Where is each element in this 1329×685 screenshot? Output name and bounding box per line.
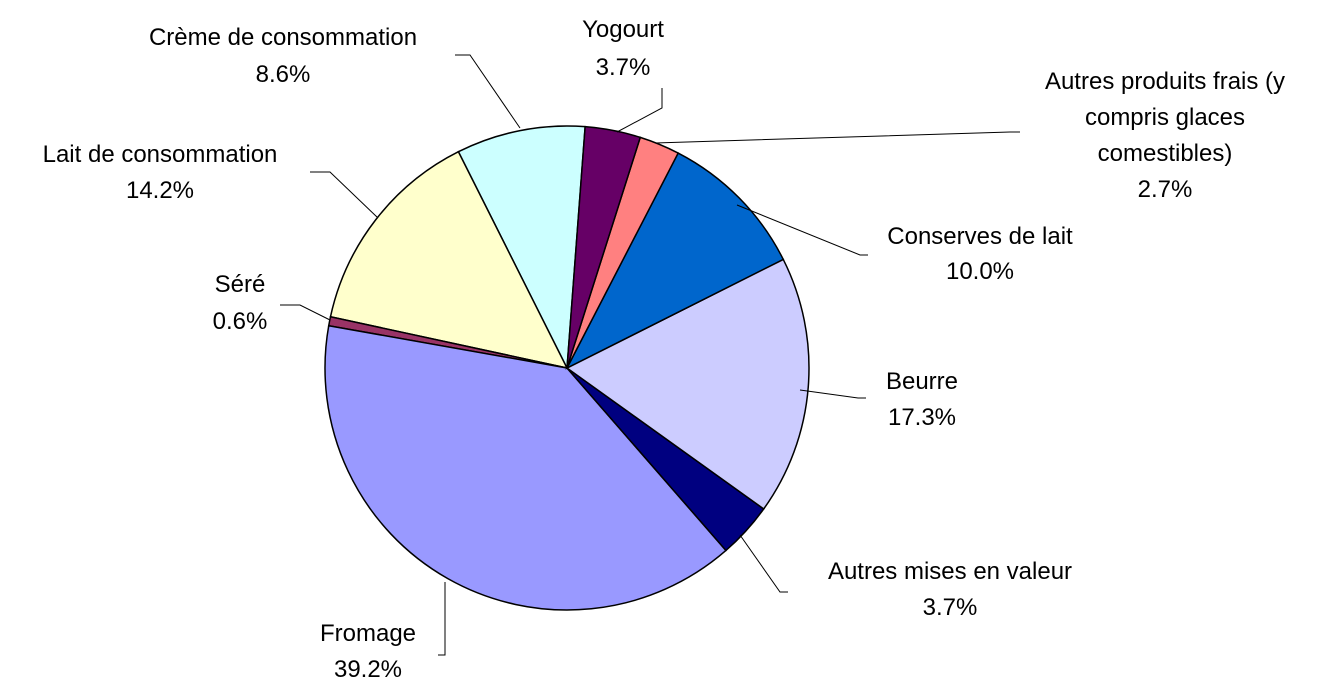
pie-slice xyxy=(329,150,569,370)
leader-lines xyxy=(280,54,1020,656)
slice-label: Beurre xyxy=(885,368,959,395)
leader-line xyxy=(438,582,446,656)
slice-label: Autres mises en valeur xyxy=(827,558,1073,585)
slice-label: Crème de consommation xyxy=(148,24,418,51)
value-label: 17.3% xyxy=(887,404,957,431)
value-label: 8.6% xyxy=(255,61,311,88)
leader-line xyxy=(739,534,788,593)
pie-slice xyxy=(566,125,642,369)
leader-line xyxy=(654,131,1020,144)
value-label: 0.6% xyxy=(212,308,268,335)
slice-label: Conserves de lait xyxy=(887,223,1073,250)
slice-label: Autres produits frais (y compris glaces … xyxy=(1044,68,1286,167)
leader-line xyxy=(455,54,521,129)
value-label: 39.2% xyxy=(333,656,403,683)
value-label: 3.7% xyxy=(922,594,978,621)
value-label: 14.2% xyxy=(125,177,195,204)
leader-line xyxy=(280,304,331,321)
leader-line xyxy=(799,389,866,399)
slice-label: Yogourt xyxy=(582,16,664,43)
pie-slice xyxy=(565,258,810,510)
leader-line xyxy=(616,88,663,133)
leader-line xyxy=(736,204,868,256)
pie-slice xyxy=(324,324,728,611)
leader-line xyxy=(310,171,379,219)
value-label: 10.0% xyxy=(945,258,1015,285)
value-label: 2.7% xyxy=(1137,176,1193,203)
slice-label: Fromage xyxy=(319,620,417,647)
pie-slice xyxy=(457,125,586,371)
slice-label: Séré xyxy=(214,271,266,298)
slice-label: Lait de consommation xyxy=(42,141,278,168)
value-label: 3.7% xyxy=(595,54,651,81)
pie-slice xyxy=(565,152,785,370)
